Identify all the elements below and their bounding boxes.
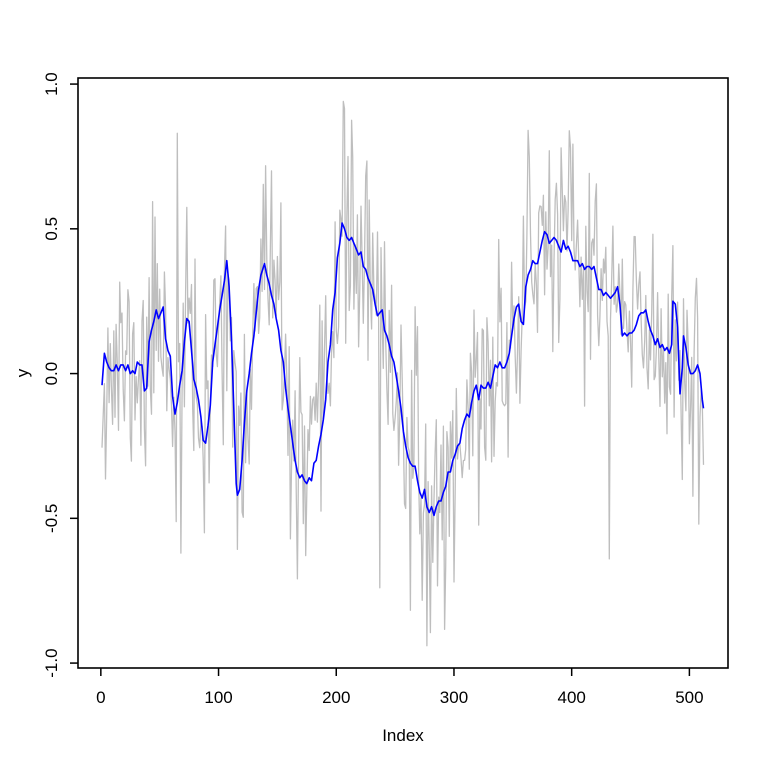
x-tick-label: 0	[96, 688, 105, 707]
y-tick-label: -1.0	[42, 648, 61, 677]
y-tick-label: -0.5	[42, 504, 61, 533]
x-tick-label: 200	[322, 688, 350, 707]
y-axis-title: y	[13, 368, 32, 377]
x-tick-label: 400	[557, 688, 585, 707]
y-tick-label: 1.0	[42, 72, 61, 96]
smoothed-series-line	[101, 222, 705, 517]
y-tick-label: 0.5	[42, 217, 61, 241]
x-tick-label: 500	[675, 688, 703, 707]
y-tick-label: 0.0	[42, 362, 61, 386]
x-axis-title: Index	[382, 726, 424, 745]
raw-series-line	[101, 100, 705, 647]
x-tick-label: 300	[440, 688, 468, 707]
plot-box	[77, 77, 729, 669]
x-tick-label: 100	[204, 688, 232, 707]
